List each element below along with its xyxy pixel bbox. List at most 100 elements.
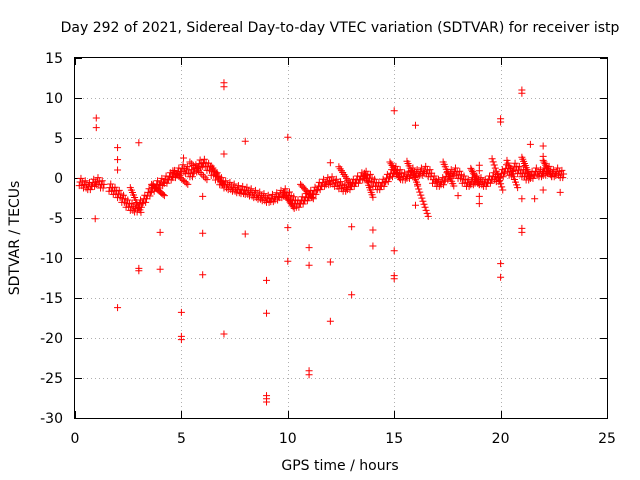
data-point (499, 173, 507, 181)
data-point (386, 158, 394, 166)
data-point (326, 258, 334, 266)
data-point (518, 89, 526, 97)
data-point (371, 175, 379, 183)
data-point (256, 188, 264, 196)
data-point (369, 226, 377, 234)
data-point (497, 180, 505, 188)
data-point (147, 188, 155, 196)
data-point (230, 180, 238, 188)
x-axis-label: GPS time / hours (281, 458, 398, 474)
data-point (188, 160, 196, 168)
data-point (348, 223, 356, 231)
data-point (316, 186, 324, 194)
data-point (309, 195, 317, 203)
data-point (197, 163, 205, 171)
data-point (98, 177, 106, 185)
data-point (430, 172, 438, 180)
data-point (263, 276, 271, 284)
data-point (422, 206, 430, 214)
data-point (392, 169, 400, 177)
data-point (390, 165, 398, 173)
data-point (390, 107, 398, 115)
data-point (179, 161, 187, 169)
data-point (124, 196, 132, 204)
data-point (469, 181, 477, 189)
data-point (473, 176, 481, 184)
data-point (537, 173, 545, 181)
data-point (497, 260, 505, 268)
data-point (226, 178, 234, 186)
data-point (94, 174, 102, 182)
data-point (154, 177, 162, 185)
data-point (433, 177, 441, 185)
data-point (77, 174, 85, 182)
data-point (188, 173, 196, 181)
data-point (420, 200, 428, 208)
data-point (142, 198, 150, 206)
data-point (468, 166, 476, 174)
data-point (518, 228, 526, 236)
data-point (488, 155, 496, 163)
data-point (199, 192, 207, 200)
data-point (531, 195, 539, 203)
data-point (201, 174, 209, 182)
data-point (243, 183, 251, 191)
data-point (135, 267, 143, 275)
data-point (222, 177, 230, 185)
data-point (203, 176, 211, 184)
data-point (163, 179, 171, 187)
data-point (348, 291, 356, 299)
data-point (396, 166, 404, 174)
x-tick-label: 15 (385, 431, 403, 447)
data-point (92, 114, 100, 122)
data-point (369, 193, 377, 201)
data-point (220, 330, 228, 338)
plot-frame (74, 57, 608, 419)
data-point (454, 192, 462, 200)
data-point (220, 150, 228, 158)
data-point (494, 174, 502, 182)
data-point (388, 173, 396, 181)
data-point (414, 182, 422, 190)
data-point (526, 140, 534, 148)
data-point (491, 164, 499, 172)
data-point (381, 179, 389, 187)
data-point (91, 182, 99, 190)
data-point (423, 209, 431, 217)
data-point (556, 188, 564, 196)
data-point (411, 201, 419, 209)
data-point (496, 177, 504, 185)
data-point (411, 121, 419, 129)
data-point (177, 308, 185, 316)
data-point (194, 167, 202, 175)
data-point (390, 275, 398, 283)
data-point (489, 158, 497, 166)
data-point (312, 190, 320, 198)
data-point (544, 166, 552, 174)
data-point (467, 164, 475, 172)
data-point (539, 186, 547, 194)
data-point (475, 167, 483, 175)
data-point (114, 166, 122, 174)
data-point (418, 194, 426, 202)
data-point (545, 168, 553, 176)
data-point (305, 261, 313, 269)
data-point (354, 179, 362, 187)
data-point (385, 174, 393, 182)
data-point (191, 163, 199, 171)
data-point (234, 182, 242, 190)
data-point (200, 172, 208, 180)
data-point (180, 154, 188, 162)
x-tick-label: 5 (177, 431, 186, 447)
data-point (135, 139, 143, 147)
data-point (158, 174, 166, 182)
data-point (543, 164, 551, 172)
data-point (440, 181, 448, 189)
data-point (539, 142, 547, 150)
data-point (120, 191, 128, 199)
data-point (417, 191, 425, 199)
x-tick-labels: 0 5 10 15 20 25 (71, 431, 616, 447)
data-point (137, 208, 145, 216)
data-point (384, 178, 392, 186)
data-point (389, 163, 397, 171)
